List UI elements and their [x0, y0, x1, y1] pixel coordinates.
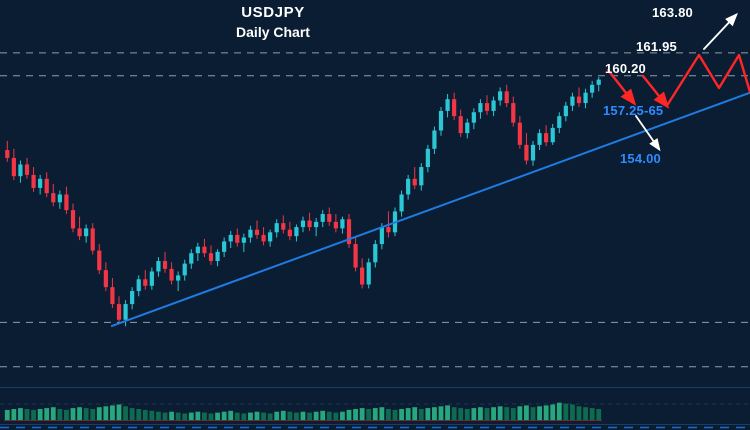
price-label-157-25-65: 157.25-65	[603, 103, 664, 118]
price-label-161-95: 161.95	[636, 39, 677, 54]
price-label-160-20: 160.20	[605, 61, 646, 76]
symbol-title: USDJPY	[241, 4, 305, 21]
pullback-arrow-1	[606, 68, 637, 106]
projection-zigzag	[666, 53, 750, 106]
timeframe-subtitle: Daily Chart	[236, 24, 310, 40]
target-arrow-up	[703, 12, 738, 50]
pullback-arrow-2	[641, 74, 670, 109]
support-arrow-down	[635, 115, 661, 152]
chart-title-block: USDJPY Daily Chart	[178, 4, 368, 40]
price-label-154-00: 154.00	[620, 151, 661, 166]
price-label-163-80: 163.80	[652, 5, 693, 20]
